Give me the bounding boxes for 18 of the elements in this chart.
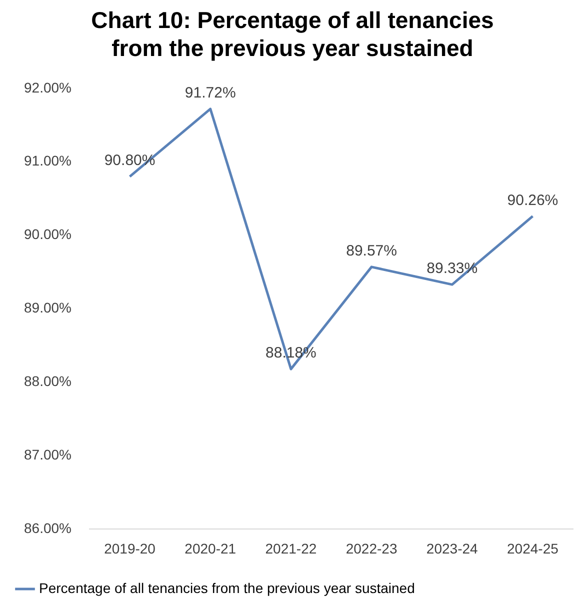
x-tick-label: 2020-21 <box>184 540 236 556</box>
data-label: 90.26% <box>507 192 558 209</box>
data-label: 91.72% <box>184 84 236 102</box>
chart-title: Chart 10: Percentage of all tenancies from the previous year sustained <box>90 6 495 62</box>
y-tick-label: 87.00% <box>24 446 72 463</box>
y-tick-label: 88.00% <box>24 373 72 390</box>
data-label: 89.57% <box>346 242 397 260</box>
x-tick-label: 2021-22 <box>265 540 317 556</box>
y-tick-label: 89.00% <box>24 300 72 316</box>
x-tick-label: 2023-24 <box>426 540 478 556</box>
legend-label: Percentage of all tenancies from the previous year sustained <box>39 580 415 596</box>
x-tick-label: 2019-20 <box>104 540 156 556</box>
y-tick-label: 90.00% <box>24 226 72 242</box>
x-tick-label: 2024-25 <box>507 540 559 556</box>
x-tick-label: 2022-23 <box>346 540 398 556</box>
y-tick-label: 91.00% <box>24 152 72 169</box>
y-tick-label: 86.00% <box>24 520 72 536</box>
y-tick-label: 92.00% <box>24 79 72 96</box>
